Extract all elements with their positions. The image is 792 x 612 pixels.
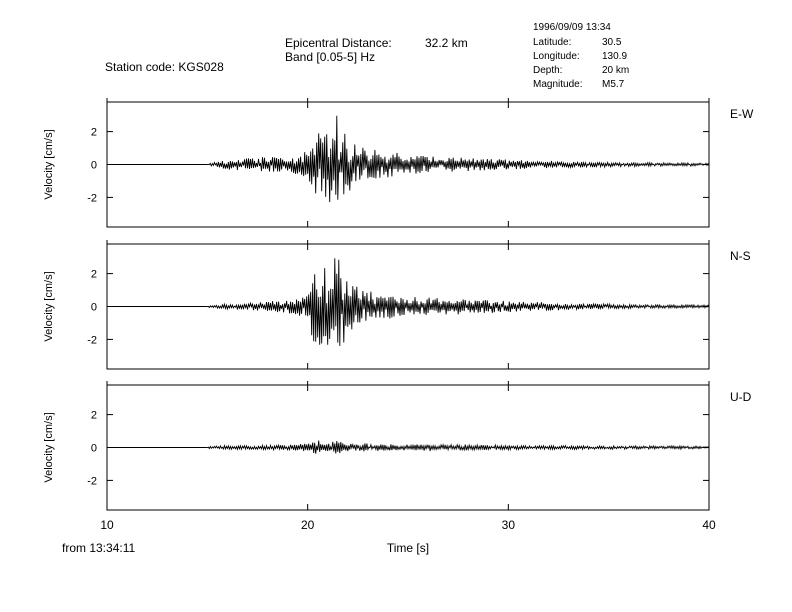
y-tick-label: 0 bbox=[91, 443, 97, 455]
waveform-n-s bbox=[207, 258, 710, 346]
y-tick-label: -2 bbox=[87, 334, 97, 346]
depth-label: Depth: bbox=[533, 65, 563, 76]
x-tick-label: 30 bbox=[502, 518, 516, 532]
x-axis-label: Time [s] bbox=[387, 541, 429, 555]
waveform-u-d bbox=[207, 440, 710, 454]
longitude-label: Longitude: bbox=[533, 51, 580, 62]
epicentral-distance-value: 32.2 km bbox=[425, 36, 468, 50]
y-tick-label: 2 bbox=[91, 269, 97, 281]
component-label-n-s: N-S bbox=[730, 249, 751, 263]
waveform-e-w bbox=[207, 115, 710, 203]
latitude-label: Latitude: bbox=[533, 37, 572, 48]
band-label: Band [0.05-5] Hz bbox=[285, 50, 376, 64]
x-tick-label: 20 bbox=[301, 518, 315, 532]
x-tick-label: 40 bbox=[702, 518, 716, 532]
y-tick-label: 2 bbox=[91, 127, 97, 139]
y-tick-label: 0 bbox=[91, 302, 97, 314]
component-label-e-w: E-W bbox=[730, 107, 754, 121]
start-time-label: from 13:34:11 bbox=[62, 541, 135, 555]
longitude-value: 130.9 bbox=[602, 51, 628, 62]
y-axis-label: Velocity [cm/s] bbox=[43, 412, 55, 482]
component-label-u-d: U-D bbox=[730, 390, 752, 404]
y-tick-label: -2 bbox=[87, 192, 97, 204]
y-axis-label: Velocity [cm/s] bbox=[43, 129, 55, 199]
latitude-value: 30.5 bbox=[602, 37, 622, 48]
y-tick-label: 0 bbox=[91, 160, 97, 172]
depth-value: 20 km bbox=[602, 65, 630, 76]
epicentral-distance-label: Epicentral Distance: bbox=[285, 36, 392, 50]
station-code: Station code: KGS028 bbox=[105, 60, 224, 74]
y-axis-label: Velocity [cm/s] bbox=[43, 271, 55, 341]
x-tick-label: 10 bbox=[100, 518, 114, 532]
magnitude-label: Magnitude: bbox=[533, 79, 583, 90]
y-tick-label: 2 bbox=[91, 410, 97, 422]
event-datetime: 1996/09/09 13:34 bbox=[533, 22, 611, 33]
y-tick-label: -2 bbox=[87, 475, 97, 487]
magnitude-value: M5.7 bbox=[602, 79, 625, 90]
